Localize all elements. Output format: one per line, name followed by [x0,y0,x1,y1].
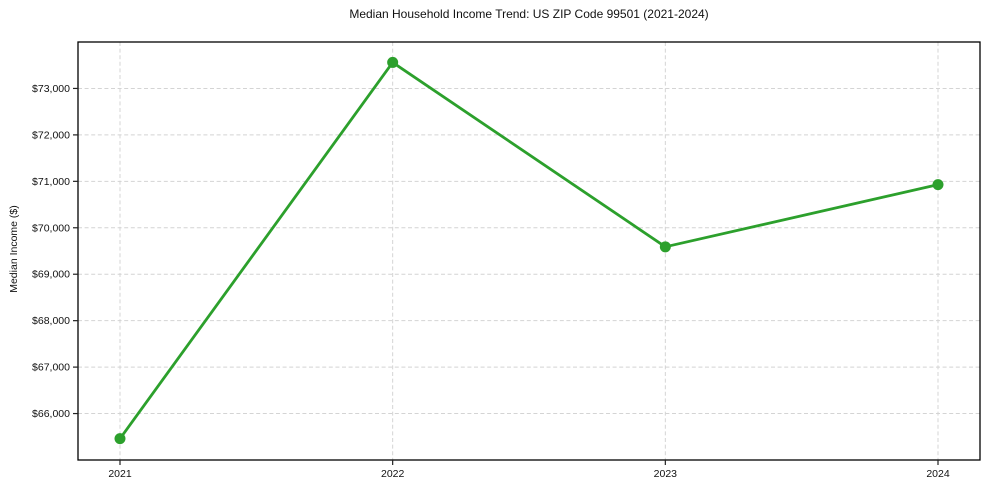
y-tick-label: $68,000 [32,315,70,327]
x-tick-label: 2022 [381,468,405,480]
x-tick-label: 2021 [108,468,132,480]
y-tick-label: $71,000 [32,176,70,188]
y-tick-label: $73,000 [32,83,70,95]
data-point-marker [659,241,671,253]
x-tick-label: 2023 [654,468,678,480]
trend-line [118,61,940,441]
y-tick-label: $72,000 [32,129,70,141]
y-tick-label: $67,000 [32,362,70,374]
plot-border [77,41,981,461]
y-tick-label: $69,000 [32,269,70,281]
data-point-marker [932,179,944,191]
chart-title: Median Household Income Trend: US ZIP Co… [349,7,709,21]
data-point-marker [114,433,126,445]
y-tick-label: $70,000 [32,222,70,234]
data-point-marker [387,56,399,68]
x-tick-label: 2024 [926,468,950,480]
y-tick-label: $66,000 [32,408,70,420]
